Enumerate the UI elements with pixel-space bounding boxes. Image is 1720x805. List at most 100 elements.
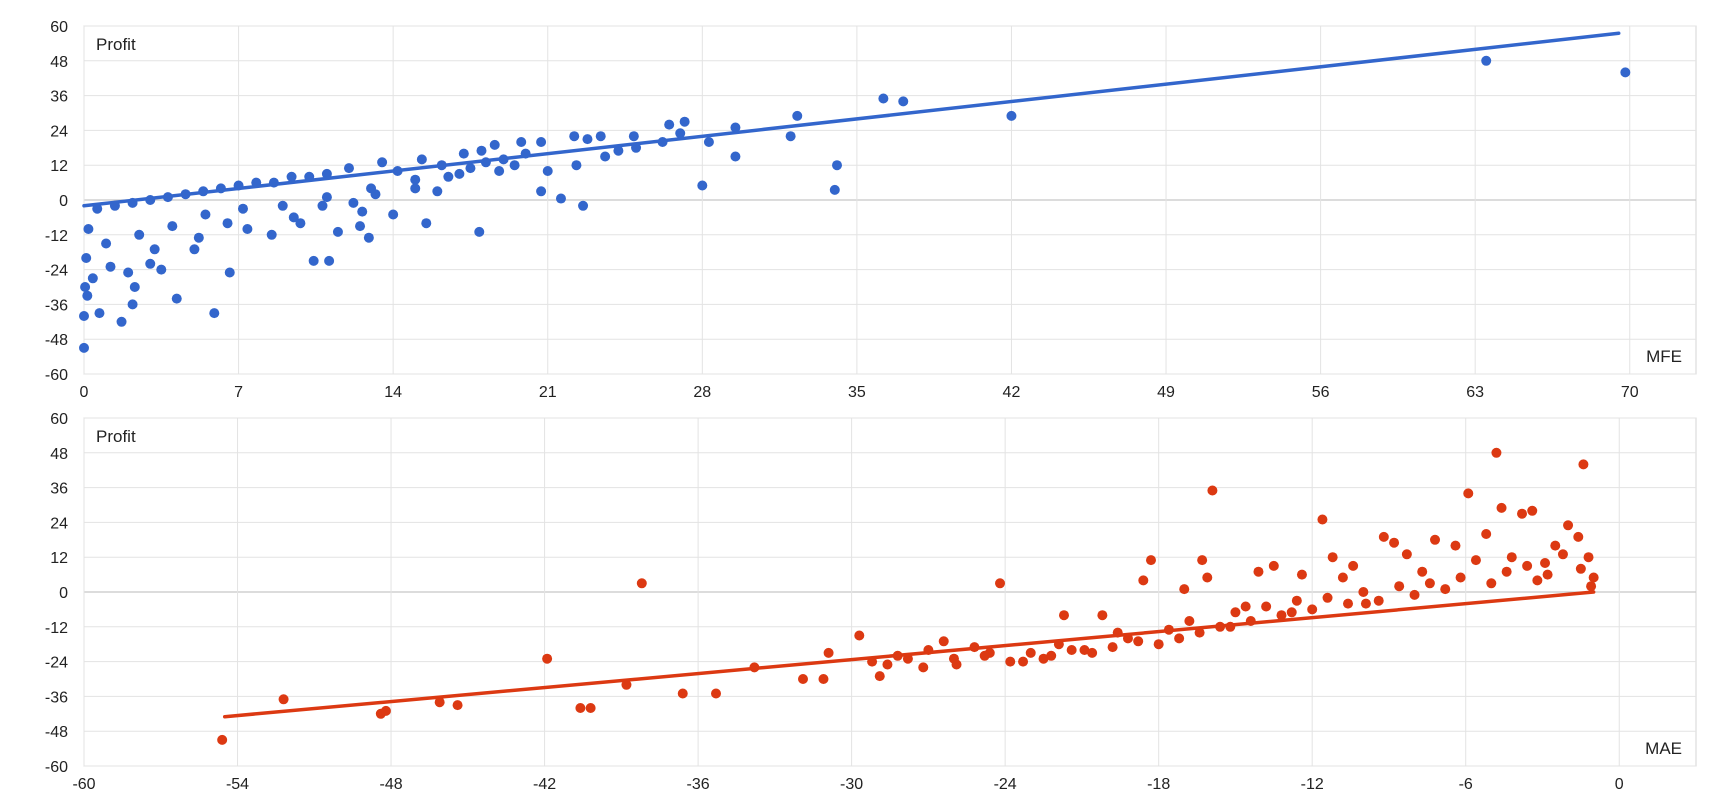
- data-point: [410, 183, 421, 194]
- data-point: [854, 630, 865, 641]
- data-point: [697, 180, 708, 191]
- data-point: [200, 209, 211, 220]
- x-tick-label: 0: [80, 384, 89, 401]
- data-point: [278, 694, 289, 705]
- y-axis-label: Profit: [96, 427, 136, 446]
- data-point: [664, 119, 675, 130]
- data-point: [388, 209, 399, 220]
- data-point: [1506, 552, 1517, 563]
- data-point: [1005, 656, 1016, 667]
- data-point: [149, 244, 160, 255]
- data-point: [1079, 645, 1090, 655]
- data-point: [711, 688, 722, 699]
- x-tick-label: 56: [1312, 384, 1330, 401]
- data-point: [434, 697, 445, 708]
- data-point: [1360, 598, 1371, 609]
- x-tick-label: 0: [1615, 776, 1624, 793]
- data-point: [458, 148, 469, 159]
- data-point: [242, 224, 253, 234]
- data-point: [1240, 601, 1251, 612]
- data-point: [87, 273, 98, 284]
- data-point: [898, 96, 909, 107]
- data-point: [621, 679, 632, 690]
- data-point: [1307, 604, 1318, 615]
- y-tick-label: 24: [50, 123, 68, 140]
- data-point: [1317, 514, 1328, 525]
- data-point: [874, 671, 885, 682]
- data-point: [224, 267, 235, 278]
- data-point: [134, 229, 145, 240]
- data-point: [465, 163, 476, 174]
- data-point: [324, 255, 335, 266]
- data-point: [288, 212, 299, 223]
- data-point: [675, 128, 686, 139]
- data-point: [1066, 645, 1077, 655]
- data-point: [1557, 549, 1568, 560]
- data-point: [410, 174, 421, 185]
- data-point: [1542, 569, 1553, 580]
- data-point: [582, 134, 593, 145]
- y-tick-label: 36: [50, 89, 68, 106]
- data-point: [1527, 505, 1538, 516]
- y-tick-label: -36: [45, 297, 68, 314]
- data-point: [380, 705, 391, 716]
- data-point: [343, 163, 354, 174]
- data-point: [1133, 636, 1144, 647]
- y-tick-label: -48: [45, 332, 68, 349]
- data-point: [785, 131, 796, 142]
- data-point: [295, 218, 306, 229]
- data-point: [1337, 572, 1348, 583]
- data-point: [494, 166, 505, 176]
- data-point: [452, 700, 463, 711]
- y-tick-label: -12: [45, 620, 68, 637]
- x-tick-label: 49: [1157, 384, 1175, 401]
- data-point: [569, 131, 580, 142]
- data-point: [1194, 627, 1205, 638]
- data-point: [818, 674, 829, 684]
- data-point: [1586, 581, 1597, 592]
- data-point: [832, 160, 843, 171]
- data-point: [798, 674, 809, 684]
- data-point: [308, 255, 319, 266]
- data-point: [237, 203, 248, 214]
- data-point: [1470, 555, 1481, 566]
- data-point: [555, 193, 566, 204]
- data-point: [193, 232, 204, 243]
- data-point: [332, 226, 343, 237]
- y-tick-label: -36: [45, 689, 68, 706]
- data-point: [83, 224, 94, 234]
- data-point: [1578, 459, 1589, 470]
- y-tick-label: 48: [50, 446, 68, 463]
- y-tick-label: 0: [59, 193, 68, 210]
- data-point: [1463, 488, 1474, 499]
- y-tick-label: 60: [50, 411, 68, 428]
- data-point: [1153, 639, 1164, 650]
- data-point: [1440, 584, 1451, 595]
- data-point: [1575, 563, 1586, 574]
- data-point: [1373, 595, 1384, 606]
- data-point: [1417, 566, 1428, 577]
- data-point: [266, 229, 277, 240]
- data-point: [595, 131, 606, 142]
- data-point: [1184, 616, 1195, 626]
- data-point: [277, 200, 288, 211]
- data-point: [80, 282, 91, 292]
- data-point: [1517, 508, 1528, 519]
- y-tick-label: 48: [50, 54, 68, 71]
- x-axis-label: MAE: [1645, 739, 1682, 758]
- y-tick-label: 12: [50, 158, 68, 175]
- data-point: [82, 290, 93, 301]
- data-point: [1540, 558, 1551, 568]
- data-point: [1481, 529, 1492, 539]
- data-point: [1197, 555, 1208, 566]
- x-tick-label: -42: [533, 776, 556, 793]
- data-point: [536, 186, 547, 197]
- data-point: [1253, 566, 1264, 577]
- data-point: [355, 221, 366, 232]
- data-point: [421, 218, 432, 229]
- data-point: [677, 688, 688, 699]
- x-tick-label: 21: [539, 384, 557, 401]
- x-tick-label: -48: [379, 776, 402, 793]
- x-tick-label: 35: [848, 384, 866, 401]
